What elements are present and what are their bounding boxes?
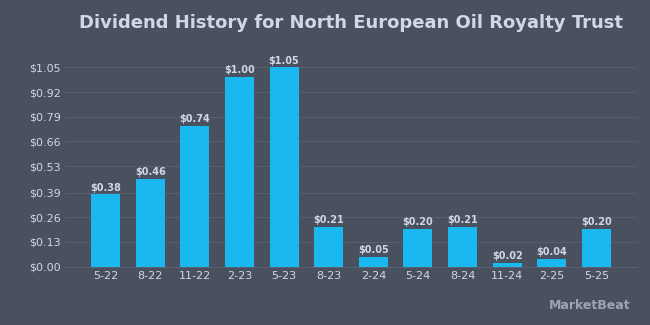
Text: $0.21: $0.21 (447, 215, 478, 225)
Bar (448, 227, 477, 266)
Bar (404, 228, 432, 266)
Text: $0.46: $0.46 (135, 167, 166, 177)
Text: $0.74: $0.74 (179, 114, 210, 124)
Text: $0.04: $0.04 (536, 247, 567, 257)
Title: Dividend History for North European Oil Royalty Trust: Dividend History for North European Oil … (79, 14, 623, 32)
Text: $0.21: $0.21 (313, 215, 344, 225)
Bar (359, 257, 388, 266)
Text: $0.20: $0.20 (402, 217, 434, 227)
Text: $0.02: $0.02 (492, 251, 523, 261)
Bar (136, 179, 164, 266)
Bar (180, 126, 209, 266)
Bar (91, 194, 120, 266)
Bar (225, 77, 254, 266)
Bar (493, 263, 522, 266)
Text: $0.20: $0.20 (581, 217, 612, 227)
Bar (314, 227, 343, 266)
Text: $1.05: $1.05 (268, 56, 300, 66)
Bar (270, 67, 298, 266)
Text: MarketBeat: MarketBeat (549, 299, 630, 312)
Bar (582, 228, 611, 266)
Text: $1.00: $1.00 (224, 65, 255, 75)
Text: $0.05: $0.05 (358, 245, 389, 255)
Text: $0.38: $0.38 (90, 183, 121, 192)
Bar (538, 259, 566, 266)
